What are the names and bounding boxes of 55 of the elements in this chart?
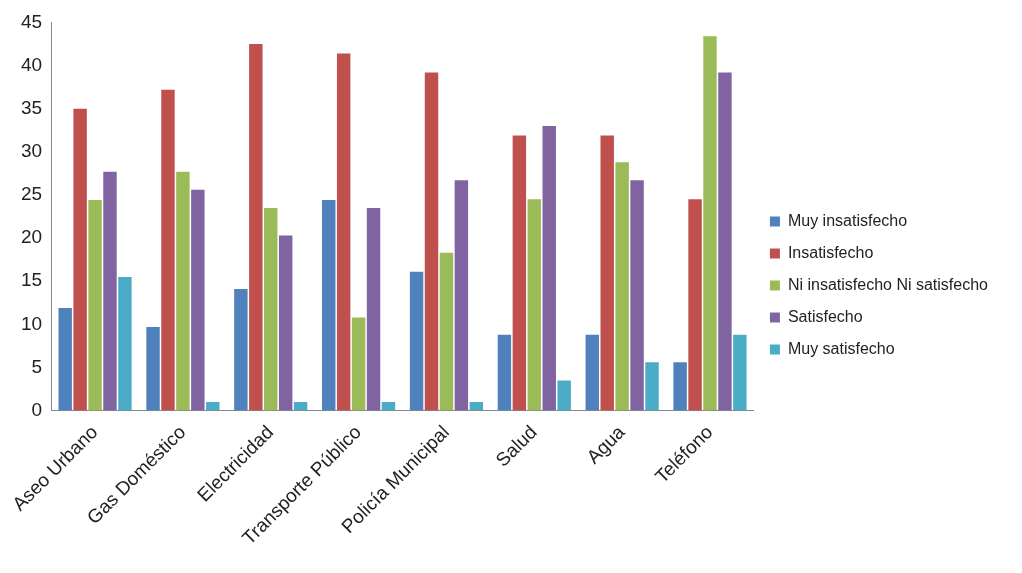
bar (630, 180, 644, 411)
bar (542, 125, 556, 411)
bar (600, 135, 614, 411)
bar (234, 288, 248, 411)
bar (497, 334, 512, 411)
bar (381, 401, 396, 411)
bar (336, 53, 351, 411)
bar (176, 171, 190, 411)
bar (161, 89, 175, 411)
y-tick-label: 35 (20, 96, 43, 118)
bar (454, 180, 469, 411)
y-tick-label: 0 (31, 398, 43, 420)
bar (527, 199, 542, 411)
bar (733, 334, 747, 411)
legend-label: Insatisfecho (787, 243, 874, 261)
bar (73, 108, 87, 411)
bar (673, 362, 687, 411)
bar (615, 162, 629, 411)
bar (146, 326, 160, 411)
bar (718, 72, 732, 411)
bar (191, 189, 205, 411)
y-tick-label: 5 (31, 355, 43, 377)
bar (645, 362, 659, 411)
y-tick-label: 25 (20, 183, 43, 205)
bar (118, 276, 132, 411)
bar (512, 135, 527, 411)
y-tick-label: 10 (20, 312, 43, 334)
bar (293, 401, 308, 411)
bar (366, 207, 381, 411)
y-tick-label: 20 (20, 226, 43, 248)
legend-label: Ni insatisfecho Ni satisfecho (787, 275, 989, 293)
bar (424, 72, 439, 411)
y-tick-label: 15 (20, 269, 43, 291)
legend-label: Muy satisfecho (787, 339, 895, 357)
y-tick-label: 45 (20, 10, 43, 32)
bar (439, 252, 454, 411)
bar (557, 380, 571, 411)
bar (351, 317, 366, 411)
bar (409, 271, 424, 411)
bar (206, 401, 220, 411)
bar (103, 171, 117, 411)
y-tick-label: 40 (20, 53, 43, 75)
bar (688, 199, 702, 411)
bar (264, 207, 278, 411)
legend-label: Satisfecho (787, 307, 863, 325)
bar (322, 200, 336, 411)
bar (703, 36, 717, 411)
bar (88, 200, 102, 411)
legend-label: Muy insatisfecho (787, 211, 908, 229)
bar (58, 307, 72, 411)
bar (585, 334, 599, 411)
bar (278, 235, 293, 411)
bar (469, 401, 484, 411)
y-tick-label: 30 (20, 140, 43, 162)
bar (249, 43, 263, 411)
